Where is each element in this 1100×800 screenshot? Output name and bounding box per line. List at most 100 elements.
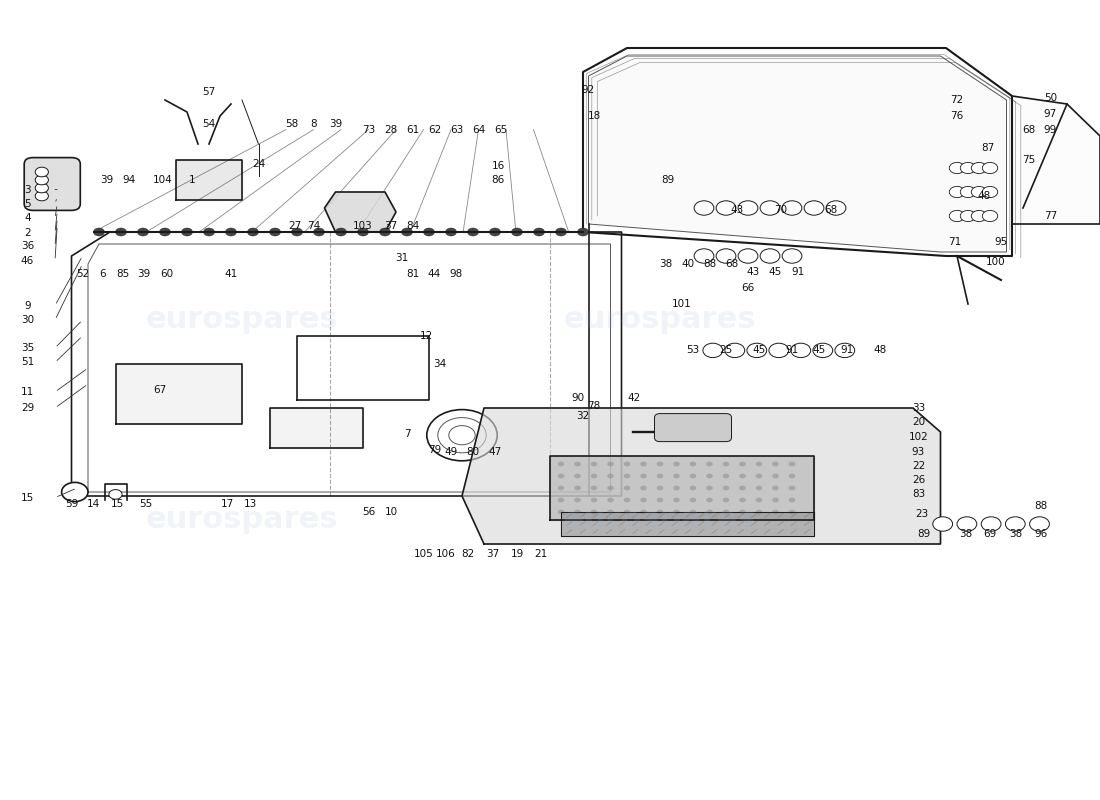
Text: 89: 89 <box>661 175 674 185</box>
Text: 65: 65 <box>494 126 507 135</box>
Text: 24: 24 <box>252 159 265 169</box>
Text: 93: 93 <box>912 447 925 457</box>
Circle shape <box>789 510 795 514</box>
Text: 8: 8 <box>310 119 317 129</box>
Circle shape <box>690 510 696 514</box>
Text: 71: 71 <box>948 237 961 246</box>
Circle shape <box>182 228 192 236</box>
Text: 12: 12 <box>420 331 433 341</box>
Circle shape <box>960 186 976 198</box>
Circle shape <box>160 228 170 236</box>
Text: 74: 74 <box>307 221 320 230</box>
Text: 96: 96 <box>1034 529 1047 538</box>
Circle shape <box>657 474 663 478</box>
Circle shape <box>35 167 48 177</box>
Text: 75: 75 <box>1022 155 1035 165</box>
Circle shape <box>739 486 746 490</box>
Polygon shape <box>270 408 363 448</box>
Circle shape <box>607 510 614 514</box>
Circle shape <box>402 228 412 236</box>
Text: 95: 95 <box>994 237 1008 246</box>
Text: 103: 103 <box>353 221 373 230</box>
Circle shape <box>640 498 647 502</box>
FancyBboxPatch shape <box>654 414 732 442</box>
Circle shape <box>971 186 987 198</box>
Circle shape <box>591 474 597 478</box>
Text: 67: 67 <box>153 386 166 395</box>
Text: 26: 26 <box>912 475 925 485</box>
Text: eurospares: eurospares <box>563 306 757 334</box>
Circle shape <box>933 517 953 531</box>
Text: 14: 14 <box>87 499 100 509</box>
Text: 89: 89 <box>917 529 931 538</box>
Circle shape <box>624 498 630 502</box>
Text: 31: 31 <box>395 253 408 262</box>
Text: 32: 32 <box>576 411 590 421</box>
Circle shape <box>738 249 758 263</box>
Circle shape <box>640 474 647 478</box>
Text: 57: 57 <box>202 87 216 97</box>
Circle shape <box>971 162 987 174</box>
Text: 59: 59 <box>65 499 78 509</box>
Circle shape <box>716 249 736 263</box>
Circle shape <box>138 228 148 236</box>
Text: 21: 21 <box>535 549 548 558</box>
Circle shape <box>574 474 581 478</box>
Circle shape <box>706 498 713 502</box>
Circle shape <box>314 228 324 236</box>
Circle shape <box>35 183 48 193</box>
Circle shape <box>657 462 663 466</box>
Text: 83: 83 <box>912 490 925 499</box>
Circle shape <box>204 228 214 236</box>
Text: 86: 86 <box>492 175 505 185</box>
Circle shape <box>772 462 779 466</box>
Text: 105: 105 <box>414 549 433 558</box>
Polygon shape <box>1012 96 1100 224</box>
Circle shape <box>982 210 998 222</box>
Circle shape <box>574 498 581 502</box>
Text: 38: 38 <box>1009 529 1022 538</box>
Circle shape <box>270 228 280 236</box>
Text: 79: 79 <box>428 445 441 454</box>
Circle shape <box>756 498 762 502</box>
Text: 29: 29 <box>21 403 34 413</box>
Circle shape <box>703 343 723 358</box>
Circle shape <box>94 228 104 236</box>
Circle shape <box>657 510 663 514</box>
Circle shape <box>706 510 713 514</box>
Text: 53: 53 <box>686 346 700 355</box>
Text: 35: 35 <box>21 343 34 353</box>
Text: 106: 106 <box>436 549 455 558</box>
Circle shape <box>725 343 745 358</box>
Text: 45: 45 <box>769 267 782 277</box>
Text: 46: 46 <box>21 256 34 266</box>
Text: 43: 43 <box>730 205 744 214</box>
Circle shape <box>756 462 762 466</box>
Text: 37: 37 <box>486 549 499 558</box>
Text: 50: 50 <box>1044 93 1057 102</box>
Text: 27: 27 <box>288 221 301 230</box>
Text: 104: 104 <box>153 175 173 185</box>
Text: 49: 49 <box>444 447 458 457</box>
Circle shape <box>657 486 663 490</box>
Text: 52: 52 <box>76 270 89 279</box>
Text: 92: 92 <box>582 85 595 94</box>
Circle shape <box>534 228 544 236</box>
Text: 11: 11 <box>21 387 34 397</box>
Text: 7: 7 <box>404 430 410 439</box>
Text: 45: 45 <box>752 346 766 355</box>
Circle shape <box>446 228 456 236</box>
Text: 37: 37 <box>384 221 397 230</box>
Circle shape <box>706 474 713 478</box>
Circle shape <box>624 474 630 478</box>
Text: 44: 44 <box>428 269 441 278</box>
Text: 68: 68 <box>824 205 837 214</box>
Text: 39: 39 <box>100 175 113 185</box>
Circle shape <box>640 462 647 466</box>
Circle shape <box>756 474 762 478</box>
Circle shape <box>690 486 696 490</box>
Circle shape <box>760 201 780 215</box>
Circle shape <box>723 510 729 514</box>
Text: 91: 91 <box>791 267 804 277</box>
Text: eurospares: eurospares <box>145 306 339 334</box>
